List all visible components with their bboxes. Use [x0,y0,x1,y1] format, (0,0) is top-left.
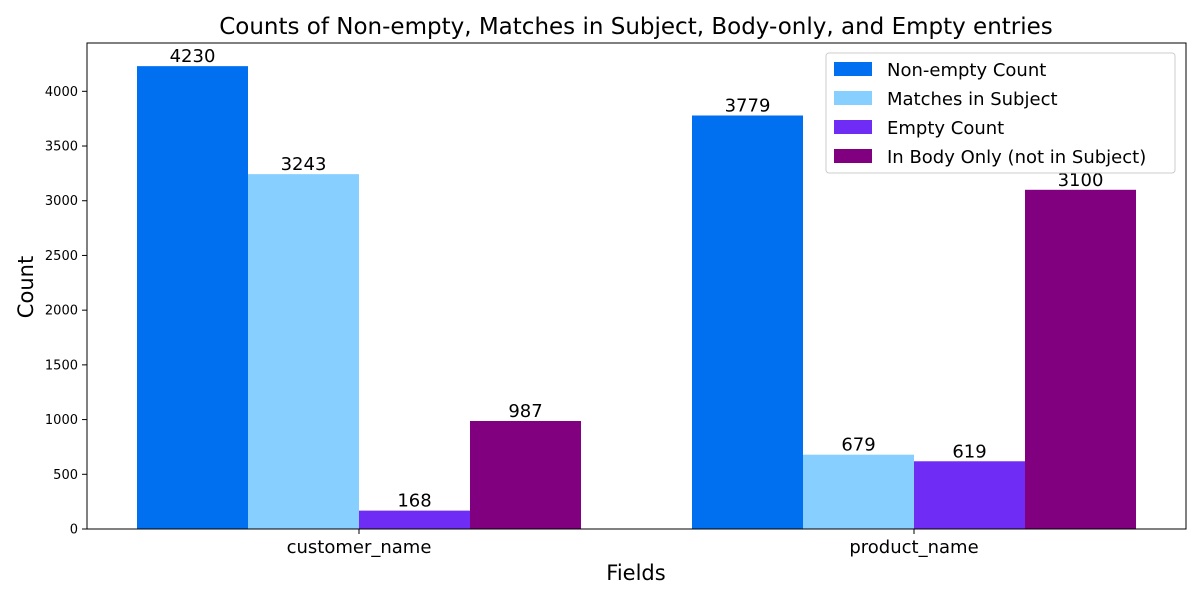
chart-title: Counts of Non-empty, Matches in Subject,… [219,14,1053,40]
bar [914,461,1025,529]
data-labels-group: 4230 3243 168 987 3779 679 619 3100 [170,46,1104,511]
y-tick-label: 2000 [45,304,78,319]
y-tick-label: 4000 [45,85,78,100]
bar [359,510,470,529]
bar [248,174,359,529]
y-tick-label: 2500 [45,249,78,264]
bar-value-label: 168 [397,491,431,512]
y-axis-label: Count [14,256,38,318]
x-tick-label: customer_name [287,537,432,558]
x-axis-label: Fields [606,561,665,585]
legend-label: In Body Only (not in Subject) [887,147,1146,168]
y-tick-label: 3500 [45,140,78,155]
bar [803,454,914,529]
x-tick-label: product_name [849,537,978,558]
bar-value-label: 3100 [1058,170,1104,191]
y-tick-label: 1500 [45,358,78,373]
bar-value-label: 3779 [725,95,771,116]
bar [1025,189,1136,529]
bar-value-label: 679 [841,435,875,456]
legend-swatch [834,120,872,134]
bar [137,66,248,530]
legend-swatch [834,91,872,105]
legend-swatch [834,62,872,76]
y-tick-label: 3000 [45,194,78,209]
bar [692,115,803,529]
y-axis: 0 500 1000 1500 2000 2500 3000 3500 4000 [45,85,87,538]
bar-value-label: 4230 [170,46,216,67]
legend-label: Matches in Subject [887,89,1058,110]
y-tick-label: 1000 [45,413,78,428]
bars-group [137,66,1136,530]
legend-label: Empty Count [887,118,1004,139]
legend-frame [825,52,1176,174]
bar [470,421,581,529]
plot-frame [86,42,1187,530]
y-tick-label: 500 [53,468,78,483]
bar-value-label: 987 [508,401,542,422]
y-tick-label: 0 [70,523,78,538]
bar-value-label: 3243 [281,154,327,175]
legend: Non-empty Count Matches in Subject Empty C… [825,52,1176,174]
bar-value-label: 619 [952,441,986,462]
legend-label: Non-empty Count [887,60,1046,81]
legend-swatch [834,149,872,163]
x-axis: customer_name product_name [287,529,979,558]
